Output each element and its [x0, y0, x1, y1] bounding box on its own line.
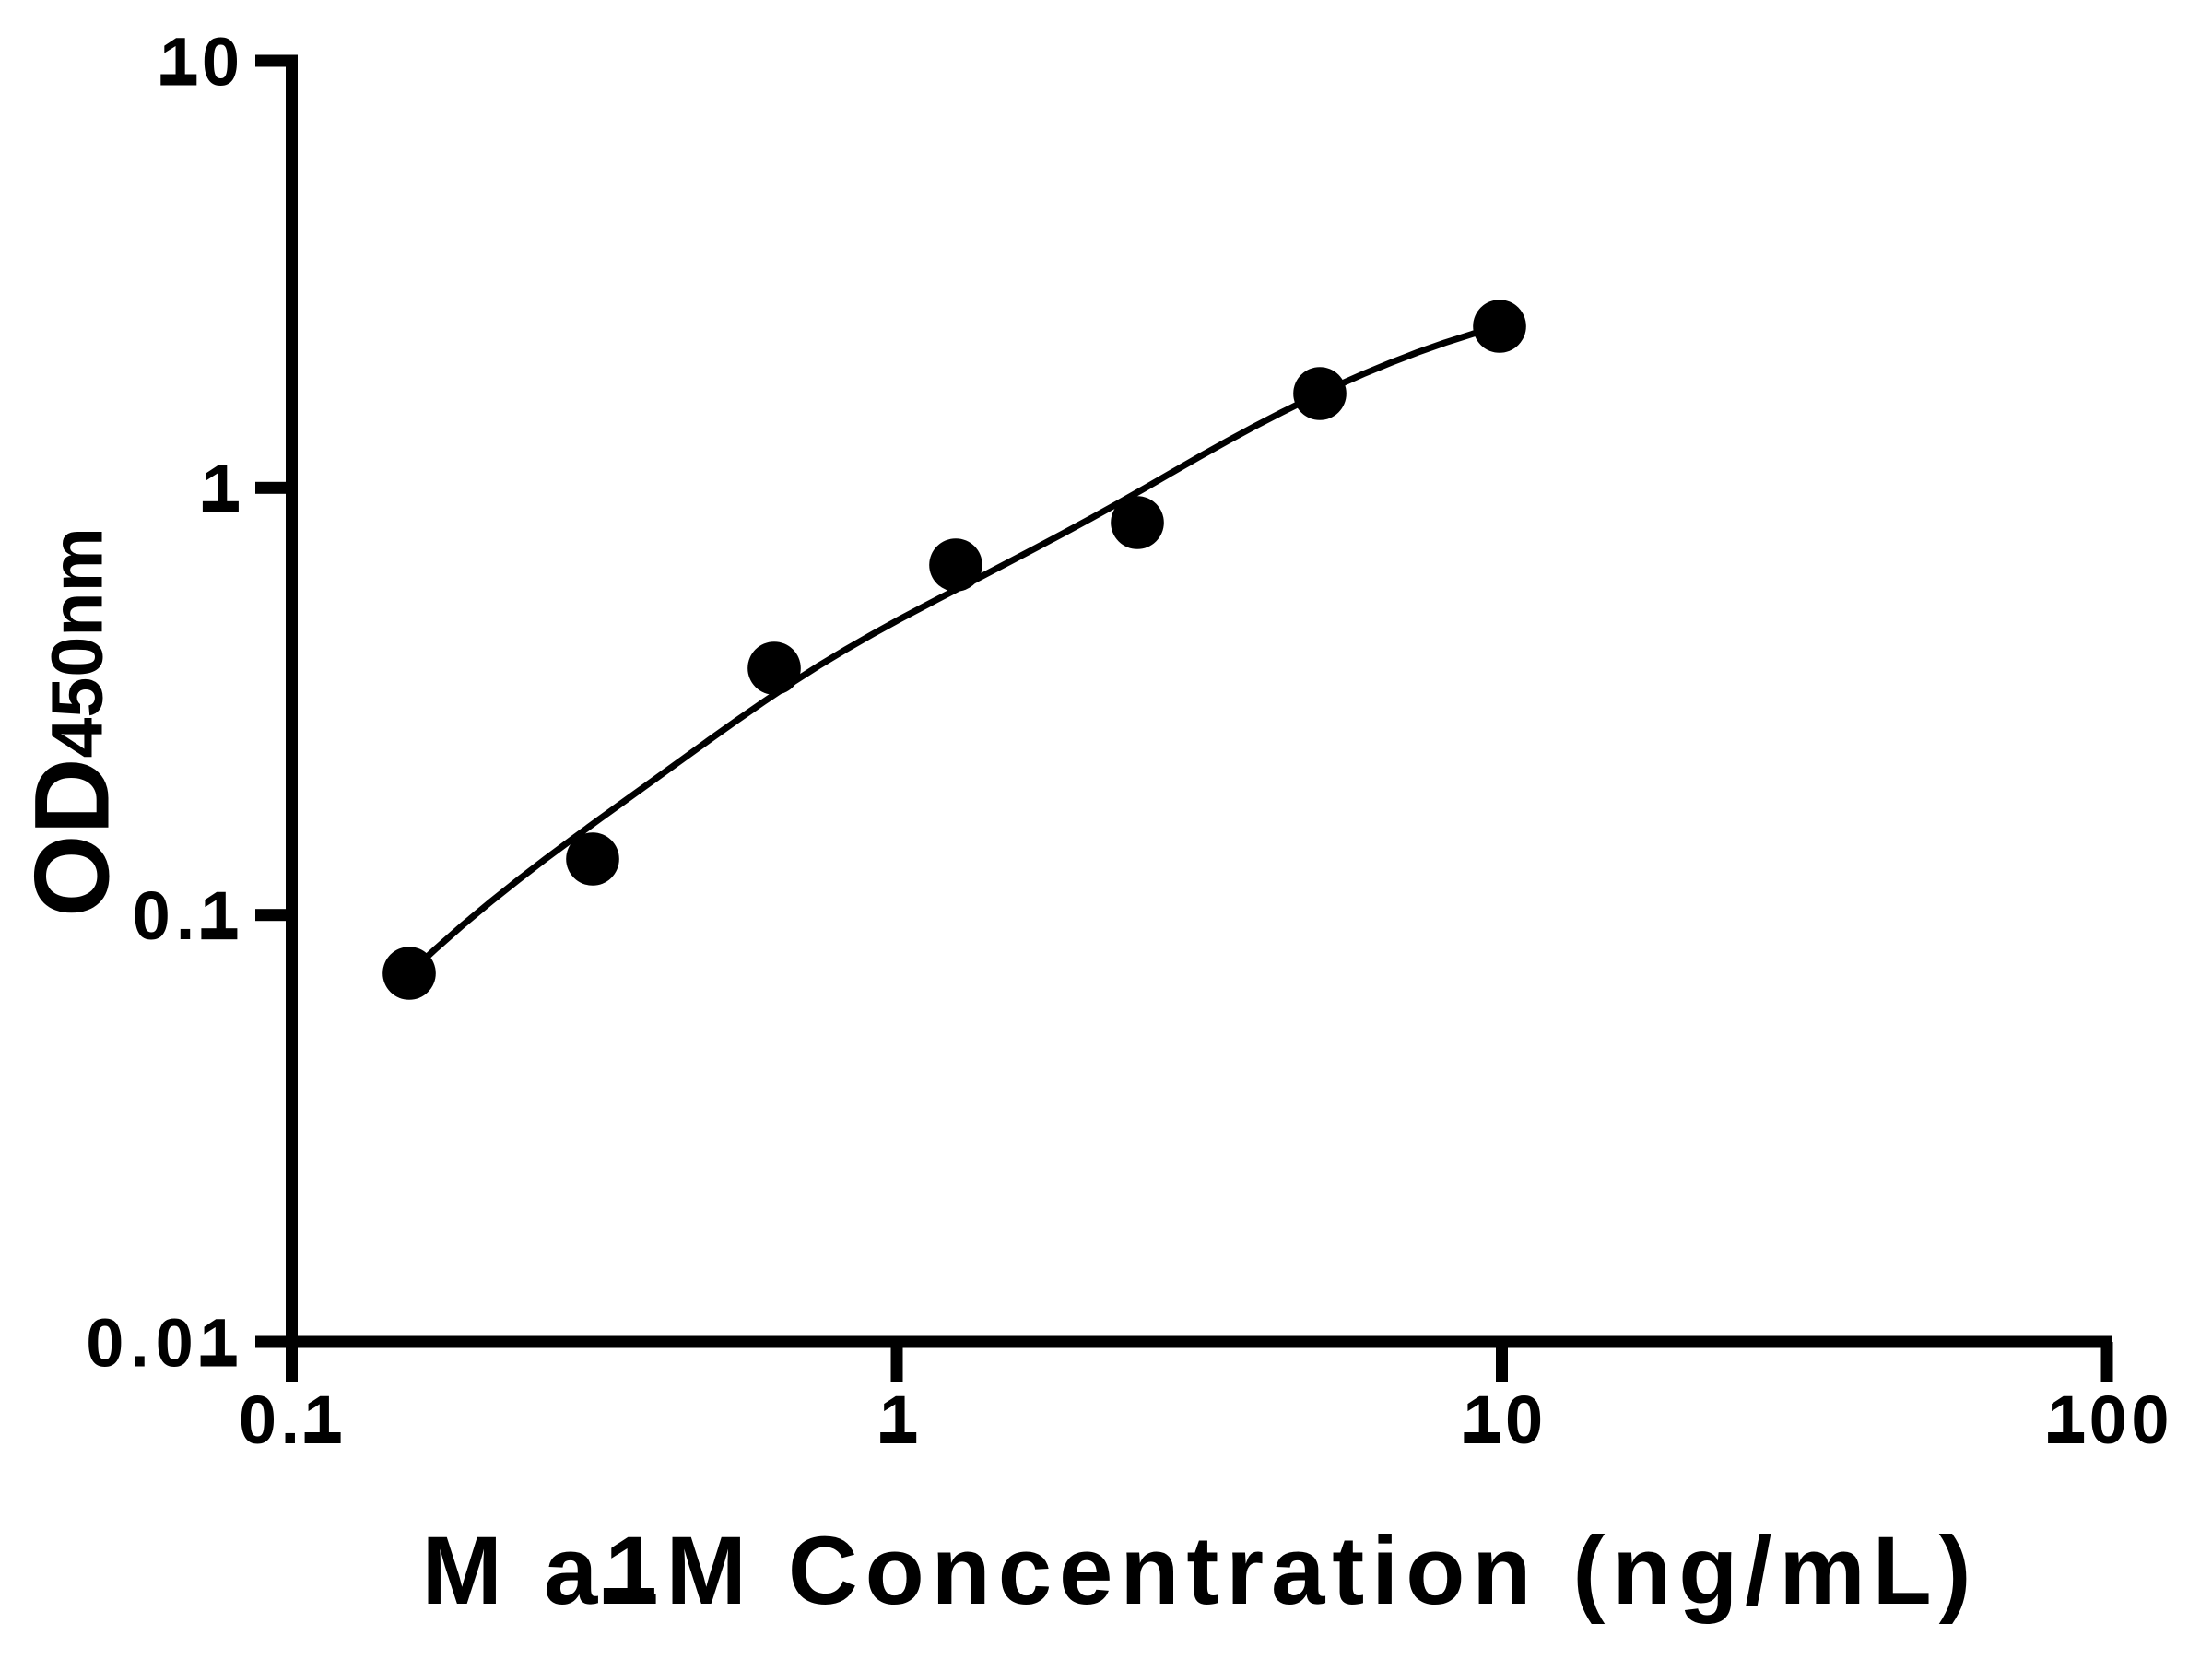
- svg-text:0.01: 0.01: [86, 1305, 243, 1382]
- svg-text:0.1: 0.1: [239, 1382, 346, 1458]
- svg-text:1: 1: [879, 1382, 922, 1458]
- svg-text:0.1: 0.1: [133, 877, 244, 954]
- svg-text:100: 100: [2047, 1382, 2173, 1458]
- svg-text:M a1M Concentration (ng/mL): M a1M Concentration (ng/mL): [421, 1517, 1978, 1625]
- svg-text:10: 10: [159, 24, 243, 100]
- svg-text:1: 1: [202, 451, 244, 527]
- svg-text:10: 10: [1463, 1382, 1547, 1458]
